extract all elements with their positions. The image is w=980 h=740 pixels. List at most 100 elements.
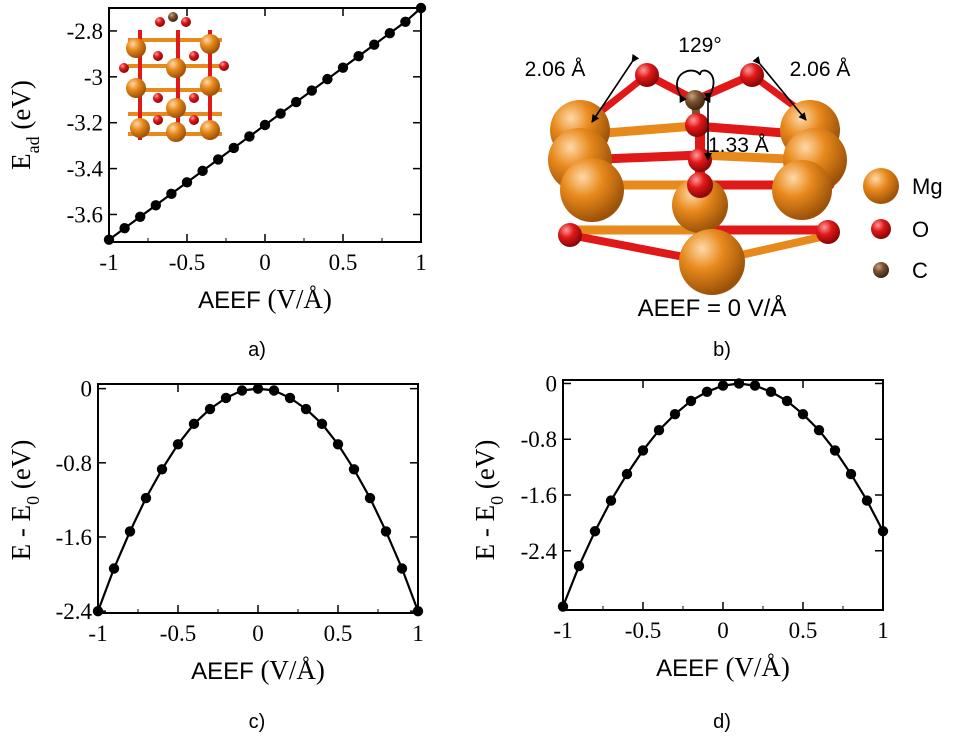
- plot-frame: [562, 379, 884, 611]
- x-tick-label: 0.5: [329, 250, 358, 275]
- legend-c-swatch: [873, 262, 889, 278]
- legend-mg-label: Mg: [912, 174, 943, 199]
- data-point: [733, 378, 745, 389]
- data-point: [861, 495, 873, 506]
- data-point: [92, 605, 104, 617]
- caption-a: a): [248, 339, 266, 361]
- data-point: [877, 526, 889, 537]
- x-tick-label: -0.5: [625, 618, 661, 643]
- data-point: [156, 464, 168, 475]
- x-tick-label: 1: [415, 250, 427, 275]
- y-axis-label: E - E0 (eV): [6, 440, 43, 561]
- data-point: [124, 526, 136, 537]
- x-axis-label-unit: (V/Å): [267, 284, 331, 314]
- legend-mg-swatch: [863, 168, 899, 204]
- inset-o-atom: [181, 17, 191, 27]
- data-point: [380, 526, 392, 537]
- c-atom: [685, 90, 705, 110]
- data-point: [669, 408, 681, 420]
- inset-mg-atom: [126, 38, 146, 58]
- data-point: [605, 495, 617, 506]
- data-point: [291, 96, 302, 108]
- data-point: [316, 418, 328, 430]
- o-atom: [685, 113, 709, 137]
- y-tick-label: -2.4: [521, 539, 558, 564]
- y-axis-label-sub: 0: [23, 496, 43, 505]
- x-axis-label-name: AEEF: [191, 658, 260, 685]
- data-point: [284, 392, 296, 404]
- x-axis-label: AEEF (V/Å): [656, 652, 790, 682]
- y-axis-label-main: E: [6, 153, 36, 170]
- o-atom: [816, 220, 840, 244]
- inset-mg-atom: [200, 120, 220, 140]
- inset-mg-atom: [166, 98, 186, 118]
- x-tick-label: -1: [99, 250, 118, 275]
- inset-o-atom: [153, 93, 163, 103]
- data-point: [589, 526, 601, 537]
- y-axis-label-sub: ad: [23, 136, 43, 153]
- data-point: [396, 563, 408, 574]
- x-axis-label: AEEF (V/Å): [191, 655, 325, 685]
- x-tick-label: 0: [252, 621, 264, 646]
- y-axis-label: Ead (eV): [6, 80, 43, 170]
- data-point: [140, 492, 152, 504]
- data-point: [252, 383, 264, 394]
- data-point: [717, 380, 729, 391]
- data-point: [306, 85, 317, 96]
- co-bond-label: 1.33 Å: [708, 134, 769, 157]
- y-tick-label: 0: [81, 377, 93, 402]
- x-tick-label: 0.5: [324, 621, 353, 646]
- data-point: [685, 395, 697, 407]
- data-point: [172, 439, 184, 450]
- data-point: [845, 468, 857, 480]
- bond-left-label: 2.06 Å: [525, 58, 586, 81]
- data-point: [765, 386, 777, 398]
- x-tick-label: 0: [259, 250, 271, 275]
- data-point: [188, 418, 200, 430]
- inset-o-atom: [153, 51, 163, 61]
- data-point: [220, 392, 232, 404]
- data-point: [369, 39, 380, 50]
- y-tick-label: -1.6: [56, 525, 92, 550]
- plot-a: -1 -0.5 0 0.5 1 -3.6 -3.4 -3.2 -3 -2.8 AEEF (V/Å) E…: [6, 2, 427, 314]
- y-axis-label: E - E0 (eV): [470, 440, 507, 561]
- data-point: [332, 439, 344, 450]
- data-point: [829, 445, 841, 456]
- data-point: [384, 28, 395, 39]
- x-tick-label: 1: [877, 618, 889, 643]
- mg-atom: [772, 160, 832, 220]
- inset-mg-atom: [130, 118, 150, 138]
- x-tick-label: 0.5: [789, 618, 818, 643]
- o-atom: [635, 63, 659, 87]
- inset-o-atom: [153, 115, 163, 125]
- data-point: [412, 605, 424, 617]
- caption-d: d): [713, 711, 731, 733]
- inset-mg-atom: [126, 78, 146, 98]
- x-tick-label: -1: [88, 621, 107, 646]
- data-point: [236, 385, 248, 396]
- y-tick-label: -3: [84, 65, 103, 90]
- legend-o-label: O: [912, 217, 929, 242]
- o-atom: [558, 223, 582, 247]
- data-point: [204, 403, 216, 415]
- data-point: [300, 403, 312, 415]
- x-tick-label: -1: [553, 618, 572, 643]
- data-point: [268, 385, 280, 396]
- angle-arrow: [676, 69, 715, 104]
- caption-c: c): [249, 711, 266, 733]
- x-tick-label: 1: [412, 621, 424, 646]
- data-point: [166, 188, 177, 200]
- inset-c-atom: [168, 12, 178, 22]
- data-point: [621, 468, 633, 480]
- x-axis-label-unit: (V/Å): [260, 655, 324, 685]
- y-tick-label: -2.4: [56, 599, 93, 624]
- inset-o-atom: [119, 63, 129, 73]
- data-point: [228, 142, 239, 154]
- inset-mg-atom: [166, 122, 186, 142]
- x-tick-label: -0.5: [169, 250, 205, 275]
- x-axis-label-name: AEEF: [198, 287, 267, 314]
- data-point: [364, 492, 376, 504]
- data-point: [653, 424, 665, 436]
